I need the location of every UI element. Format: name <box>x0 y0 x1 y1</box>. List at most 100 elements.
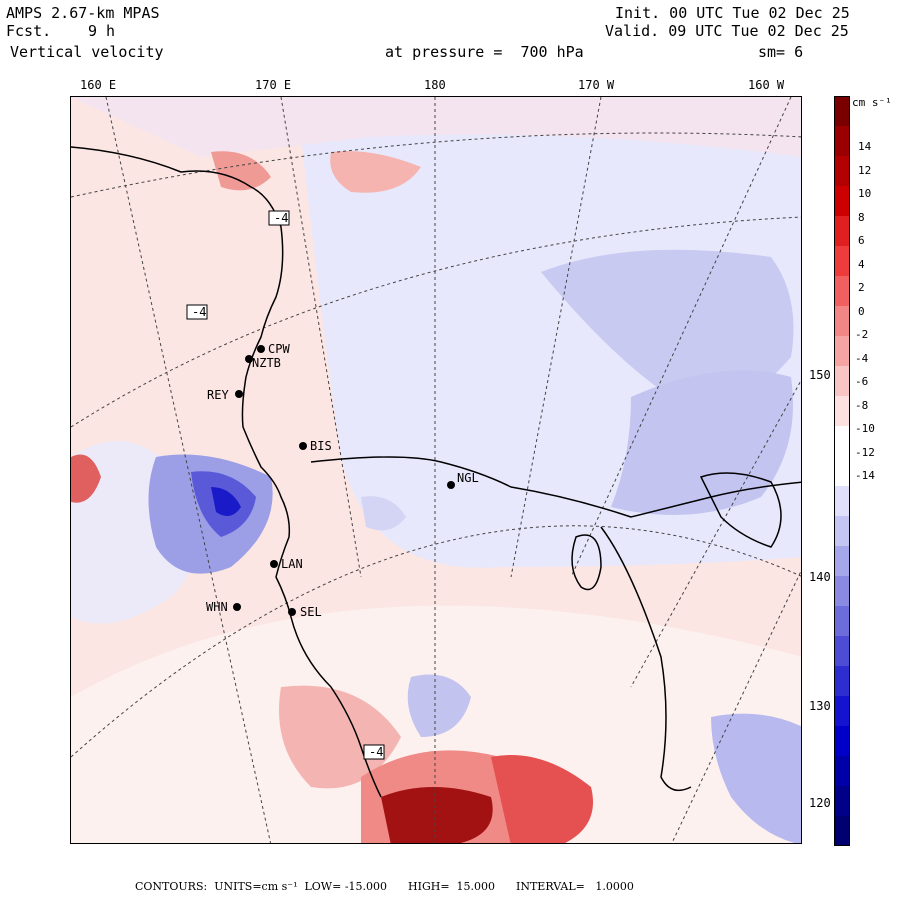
colorbar-swatch <box>834 636 850 667</box>
station-label-sel: SEL <box>300 605 322 619</box>
pressure-level: at pressure = 700 hPa <box>385 43 584 61</box>
colorbar-tick-label: 2 <box>858 281 865 294</box>
colorbar-swatch <box>834 786 850 817</box>
colorbar-swatch <box>834 246 850 277</box>
downdraft-patch-southeast <box>611 370 793 515</box>
colorbar-swatch <box>834 576 850 607</box>
updraft-patch-northwest <box>211 151 271 191</box>
siple-coast <box>600 526 692 792</box>
colorbar-swatch <box>834 306 850 337</box>
station-dot-whn[interactable] <box>233 603 241 611</box>
latitude-line-3 <box>71 525 801 758</box>
colorbar-border <box>834 96 850 846</box>
contour-info: CONTOURS: UNITS=cm s⁻¹ LOW= -15.000 HIGH… <box>135 880 634 893</box>
station-label-rey: REY <box>207 388 229 402</box>
downdraft-patch-south <box>407 674 471 737</box>
colorbar-tick-label: -4 <box>855 351 869 365</box>
updraft-patch-west-edge <box>71 454 101 503</box>
init-time: Init. 00 UTC Tue 02 Dec 25 <box>615 4 850 22</box>
colorbar-tick-label: 12 <box>858 163 872 177</box>
colorbar-swatch <box>834 456 850 487</box>
downdraft-patch-southeast-edge <box>711 713 801 843</box>
station-dot-ngl[interactable] <box>447 481 455 489</box>
colorbar-swatch <box>834 696 850 727</box>
colorbar-swatch <box>834 396 850 427</box>
north-band <box>71 97 801 157</box>
colorbar-swatch <box>834 366 850 397</box>
contour-label-2: -4 <box>192 305 206 319</box>
station-dot-nztb[interactable] <box>245 355 253 363</box>
colorbar-swatch <box>834 666 850 697</box>
lon-label-180: 180 <box>424 78 446 92</box>
forecast-label: Fcst. <box>6 22 52 40</box>
graticule <box>71 97 801 843</box>
station-label-lan: LAN <box>281 557 303 571</box>
forecast-hour: 9 h <box>88 22 116 40</box>
updraft-patch-south-east <box>491 755 593 843</box>
latitude-line-1 <box>71 132 801 198</box>
ross-ice-shelf-front <box>310 456 801 518</box>
smoothing-value: sm= 6 <box>758 43 804 61</box>
updraft-patch-north <box>330 151 421 193</box>
colorbar-tick-label: 10 <box>858 187 872 200</box>
meridian-160e <box>105 97 272 843</box>
meridian-160w <box>570 97 792 578</box>
station-dot-lan[interactable] <box>270 560 278 568</box>
roosevelt-island <box>571 534 602 591</box>
model-title: AMPS 2.67-km MPAS <box>6 4 160 22</box>
colorbar-units: cm s⁻¹ <box>852 96 892 109</box>
downdraft-patch-small <box>361 496 406 531</box>
station-label-whn: WHN <box>206 600 228 614</box>
colorbar-tick-label: -14 <box>855 469 875 482</box>
station-label-bis: BIS <box>310 439 332 453</box>
victoria-land-coast <box>71 146 382 798</box>
meridian-150w <box>630 379 801 688</box>
colorbar-tick-label: 4 <box>858 257 865 271</box>
coastline <box>71 146 801 798</box>
updraft-patch-south <box>279 685 401 789</box>
field-name: Vertical velocity <box>10 43 164 61</box>
lon-label-170w: 170 W <box>578 78 615 92</box>
contour-label-box-3 <box>363 744 385 760</box>
colorbar-swatch <box>834 546 850 577</box>
colorbar-swatch <box>834 216 850 247</box>
station-dot-bis[interactable] <box>299 442 307 450</box>
colorbar <box>834 96 850 846</box>
colorbar-tick-label: 0 <box>858 304 865 318</box>
colorbar-tick-label: -6 <box>855 375 869 388</box>
map-panel[interactable]: CPW NZTB REY BIS NGL LAN WHN SEL -4 -4 -… <box>70 96 802 844</box>
colorbar-swatch <box>834 96 850 127</box>
colorbar-tick-label: 14 <box>858 140 872 153</box>
station-dot-rey[interactable] <box>235 390 243 398</box>
colorbar-tick-label: -12 <box>855 445 875 459</box>
colorbar-tick-label: -10 <box>855 422 875 435</box>
contour-label-3: -4 <box>369 745 383 759</box>
contour-labels: -4 -4 -4 <box>186 210 385 760</box>
colorbar-tick-label: 8 <box>858 210 865 224</box>
contour-label-1: -4 <box>274 211 288 225</box>
colorbar-swatch <box>834 426 850 457</box>
lon-label-170e: 170 E <box>255 78 292 92</box>
station-dot-sel[interactable] <box>288 608 296 616</box>
colorbar-tick-label: -2 <box>855 328 869 341</box>
station-label-ngl: NGL <box>457 471 479 485</box>
colorbar-swatch <box>834 756 850 787</box>
colorbar-swatch <box>834 726 850 757</box>
colorbar-swatch <box>834 606 850 637</box>
colorbar-swatch <box>834 816 850 846</box>
downdraft-patch-east <box>541 249 794 406</box>
colorbar-tick-label: -8 <box>855 398 869 412</box>
contour-label-box-1 <box>268 210 290 226</box>
colorbar-swatch <box>834 486 850 517</box>
strong-downdraft-center <box>211 487 241 516</box>
lon-label-160w: 160 W <box>748 78 785 92</box>
colorbar-swatch <box>834 516 850 547</box>
strong-updraft-core <box>381 787 493 843</box>
vertical-velocity-map: CPW NZTB REY BIS NGL LAN WHN SEL -4 -4 -… <box>71 97 801 843</box>
station-dot-cpw[interactable] <box>257 345 265 353</box>
colorbar-swatch <box>834 336 850 367</box>
colorbar-swatch <box>834 156 850 187</box>
station-label-cpw: CPW <box>268 342 290 356</box>
colorbar-tick-label: 6 <box>858 234 865 247</box>
valid-time: Valid. 09 UTC Tue 02 Dec 25 <box>605 22 849 40</box>
